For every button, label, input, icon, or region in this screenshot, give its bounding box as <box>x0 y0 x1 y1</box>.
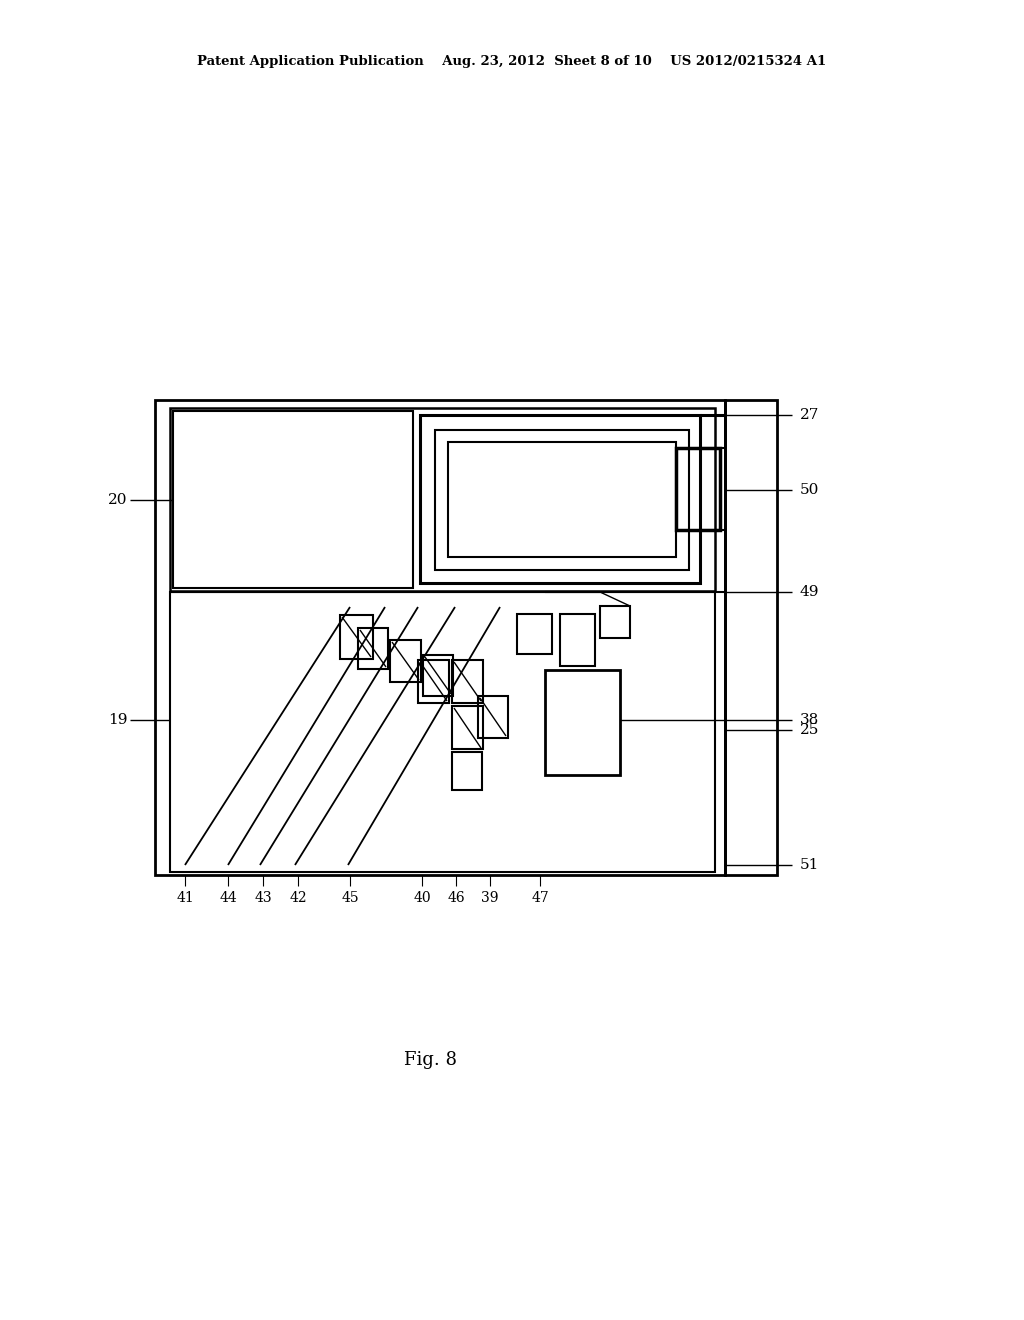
Text: 49: 49 <box>800 585 819 599</box>
Text: 42: 42 <box>289 891 307 906</box>
Text: 47: 47 <box>531 891 549 906</box>
Text: 43: 43 <box>254 891 271 906</box>
Bar <box>452 752 482 789</box>
Bar <box>435 430 689 570</box>
Bar <box>155 400 725 875</box>
Bar <box>676 447 720 531</box>
Text: 25: 25 <box>800 723 819 737</box>
Text: 20: 20 <box>109 492 128 507</box>
Bar <box>170 591 715 873</box>
Bar <box>560 614 595 667</box>
Bar <box>452 660 483 704</box>
Text: 40: 40 <box>414 891 431 906</box>
Bar <box>420 414 700 583</box>
Text: 46: 46 <box>447 891 465 906</box>
Text: 51: 51 <box>800 858 819 873</box>
Bar <box>173 411 413 587</box>
Text: 39: 39 <box>481 891 499 906</box>
Text: Fig. 8: Fig. 8 <box>403 1051 457 1069</box>
Bar <box>478 696 508 738</box>
Text: 19: 19 <box>109 713 128 727</box>
Bar <box>725 400 777 875</box>
Text: 41: 41 <box>176 891 194 906</box>
Text: 44: 44 <box>219 891 237 906</box>
Bar <box>600 606 630 638</box>
Bar <box>390 640 421 682</box>
Text: Patent Application Publication    Aug. 23, 2012  Sheet 8 of 10    US 2012/021532: Patent Application Publication Aug. 23, … <box>198 55 826 69</box>
Bar <box>452 706 483 748</box>
Bar <box>517 614 552 653</box>
Text: 38: 38 <box>800 713 819 727</box>
Text: 27: 27 <box>800 408 819 422</box>
Bar <box>358 628 388 669</box>
Bar <box>170 408 715 591</box>
Bar <box>423 655 453 696</box>
Text: 50: 50 <box>800 483 819 498</box>
Bar <box>418 660 449 704</box>
Bar <box>545 671 620 775</box>
Bar <box>340 615 373 659</box>
Text: 45: 45 <box>341 891 358 906</box>
Bar <box>449 442 676 557</box>
